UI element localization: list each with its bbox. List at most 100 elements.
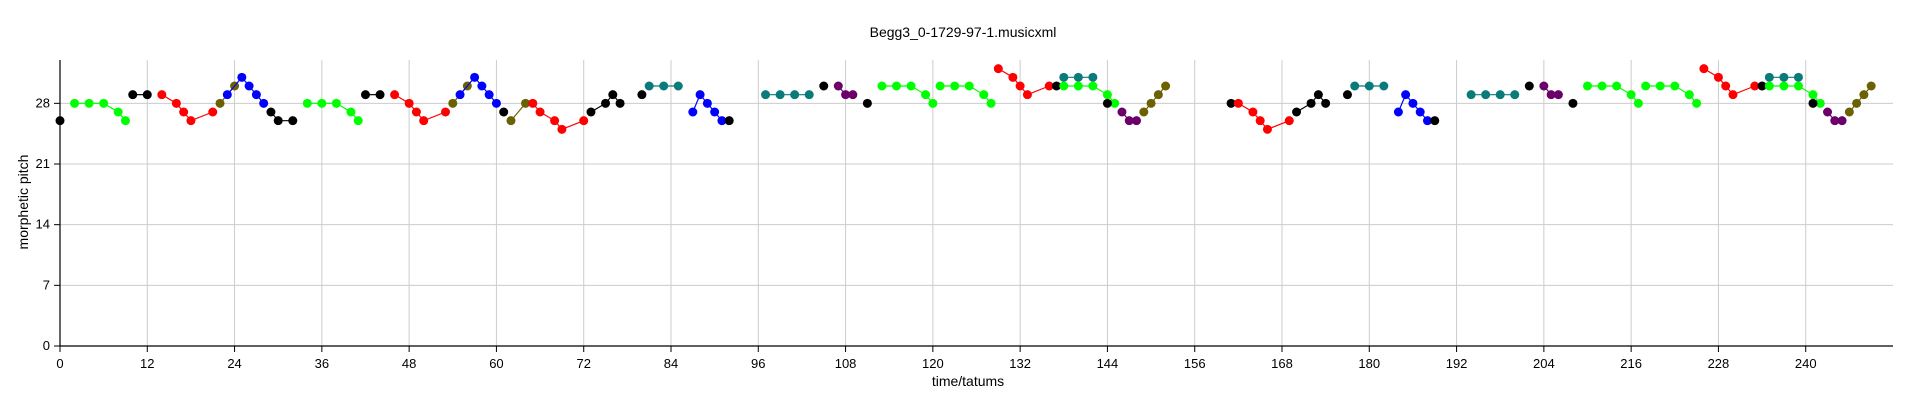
note-point [862,98,872,108]
note-group [302,98,363,126]
note-point [775,90,785,100]
x-tick-label: 12 [140,356,154,371]
note-point [1852,98,1862,108]
note-group [1699,64,1760,100]
note-group [1466,90,1520,100]
note-point [1583,81,1592,91]
note-group [128,90,152,100]
note-group [1102,98,1112,108]
note-group [1764,72,1803,82]
note-point [790,90,800,100]
note-point [1117,107,1127,117]
x-tick-label: 48 [402,356,416,371]
note-point [586,107,596,117]
note-point [1022,90,1032,100]
note-group [1059,72,1098,82]
note-point [84,98,94,108]
note-group [877,81,938,108]
note-group [833,81,858,100]
note-point [491,98,501,108]
note-point [1226,98,1236,108]
note-point [1059,72,1069,82]
note-point [1655,81,1665,91]
note-group [1568,98,1578,108]
note-point [993,64,1003,74]
note-point [1779,72,1789,82]
note-point [120,116,130,126]
note-point [1757,81,1767,91]
note-group [761,90,814,100]
note-point [1422,116,1432,126]
note-point [1415,107,1425,117]
note-point [1110,98,1120,108]
note-point [411,107,421,117]
note-point [186,116,196,126]
note-point [470,72,480,82]
note-point [1568,98,1578,108]
note-group [1641,81,1702,108]
note-point [1052,81,1062,91]
note-point [1692,98,1702,108]
note-point [1779,81,1789,91]
note-point [113,107,123,117]
note-point [1866,81,1876,91]
y-axis-label: morphetic pitch [15,155,31,250]
note-group [266,107,298,126]
note-point [441,107,451,117]
note-point [1088,72,1098,82]
note-group [1059,81,1120,108]
note-point [1764,72,1774,82]
note-group [1764,81,1825,108]
note-group [819,81,829,91]
note-point [361,90,370,100]
y-tick-label: 7 [43,277,50,292]
note-point [1815,98,1825,108]
note-point [644,81,654,91]
note-point [1699,64,1709,74]
note-point [499,107,509,117]
note-point [1844,107,1854,117]
note-line [1143,85,1167,113]
note-group [390,90,451,126]
note-point [979,90,989,100]
note-point [1132,116,1142,126]
note-point [1321,98,1331,108]
note-point [1808,90,1818,100]
note-group [644,81,683,91]
note-group [1350,81,1389,91]
note-point [1073,72,1083,82]
note-point [1306,98,1316,108]
note-point [1823,107,1833,117]
note-group [637,90,647,100]
note-point [1124,116,1134,126]
note-point [528,98,538,108]
y-tick-label: 21 [36,156,50,171]
note-point [1401,90,1411,100]
note-point [266,107,276,117]
note-point [419,116,429,126]
x-tick-label: 132 [1009,356,1031,371]
note-point [906,81,916,91]
note-point [1466,90,1476,100]
note-point [208,107,218,117]
note-point [273,116,283,126]
note-point [128,90,138,100]
x-tick-label: 108 [835,356,857,371]
note-point [1713,72,1723,82]
y-tick-label: 0 [43,338,50,353]
note-point [877,81,887,91]
x-tick-label: 96 [751,356,765,371]
note-group [586,90,625,117]
note-group [506,98,531,126]
note-point [1750,81,1760,91]
note-point [1430,116,1440,126]
note-point [535,107,545,117]
note-group [935,81,996,108]
note-point [950,81,960,91]
note-point [1233,98,1243,108]
note-group [1430,116,1440,126]
note-line [590,93,621,113]
note-group [1823,107,1847,126]
note-point [484,90,494,100]
y-tick-label: 28 [36,95,50,110]
